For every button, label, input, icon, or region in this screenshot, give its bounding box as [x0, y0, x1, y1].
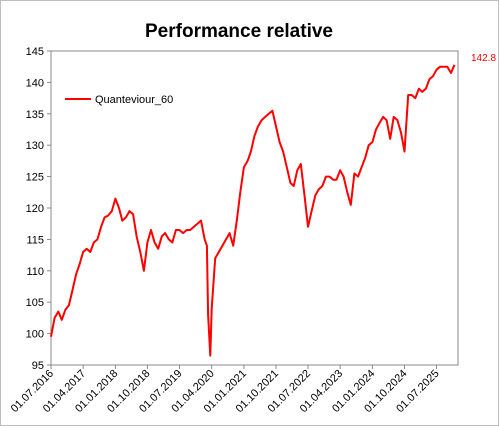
y-tick-label: 140	[26, 77, 44, 89]
series-line-0	[50, 64, 456, 357]
y-tick-label: 125	[26, 172, 44, 184]
x-axis: 01.07.201601.04.201701.01.201801.10.2018…	[9, 365, 442, 415]
y-tick-label: 145	[26, 46, 44, 58]
plot-border	[50, 50, 459, 366]
y-tick-label: 135	[26, 109, 44, 121]
y-axis: 95 100 105 110 115 120 125 130 135 140 145	[26, 46, 51, 372]
legend-label: Quanteviour_60	[95, 94, 173, 106]
y-tick-label: 105	[26, 297, 44, 309]
y-tick-label: 120	[26, 203, 44, 215]
chart-title: Performance relative	[145, 21, 333, 42]
plot-area	[50, 50, 459, 366]
last-value-label: 142.8	[471, 53, 496, 64]
y-tick-label: 100	[26, 329, 44, 341]
y-tick-label: 110	[26, 266, 44, 278]
y-tick-label: 130	[26, 140, 44, 152]
legend: Quanteviour_60	[65, 94, 173, 106]
y-tick-label: 115	[26, 234, 44, 246]
y-tick-label: 95	[32, 360, 44, 372]
